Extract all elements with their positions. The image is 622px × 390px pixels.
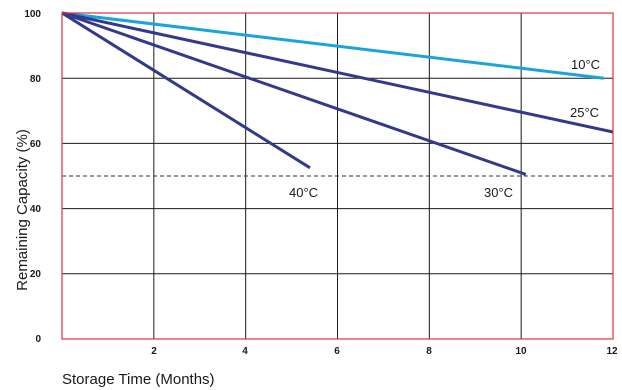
series-label-25c: 25°C: [570, 105, 599, 120]
y-tick-label: 60: [30, 139, 42, 150]
y-tick-label: 100: [24, 9, 41, 20]
x-tick-label: 8: [426, 346, 432, 357]
x-tick-labels: 2 4 6 8 10 12: [151, 346, 618, 357]
series-label-10c: 10°C: [571, 57, 600, 72]
series-label-30c: 30°C: [484, 185, 513, 200]
y-tick-labels: 0 20 40 60 80 100: [24, 9, 41, 345]
y-tick-label: 0: [35, 334, 41, 345]
y-tick-label: 20: [30, 269, 42, 280]
series-line-40c: [61, 11, 311, 170]
x-tick-label: 4: [242, 346, 248, 357]
series-group: [61, 11, 614, 176]
y-tick-label: 80: [30, 74, 42, 85]
x-axis-title: Storage Time (Months): [62, 371, 215, 388]
series-line-30c: [61, 11, 527, 176]
x-tick-label: 2: [151, 346, 157, 357]
series-label-40c: 40°C: [289, 185, 318, 200]
series-line-10c: [61, 11, 604, 80]
x-tick-label: 6: [334, 346, 340, 357]
x-tick-label: 12: [606, 346, 618, 357]
y-tick-label: 40: [30, 204, 42, 215]
x-tick-label: 10: [515, 346, 527, 357]
series-line-25c: [61, 11, 614, 134]
y-axis-title: Remaining Capacity (%): [14, 129, 31, 291]
plot-frame: [61, 12, 614, 340]
series-labels: 10°C 25°C 30°C 40°C: [289, 57, 600, 200]
